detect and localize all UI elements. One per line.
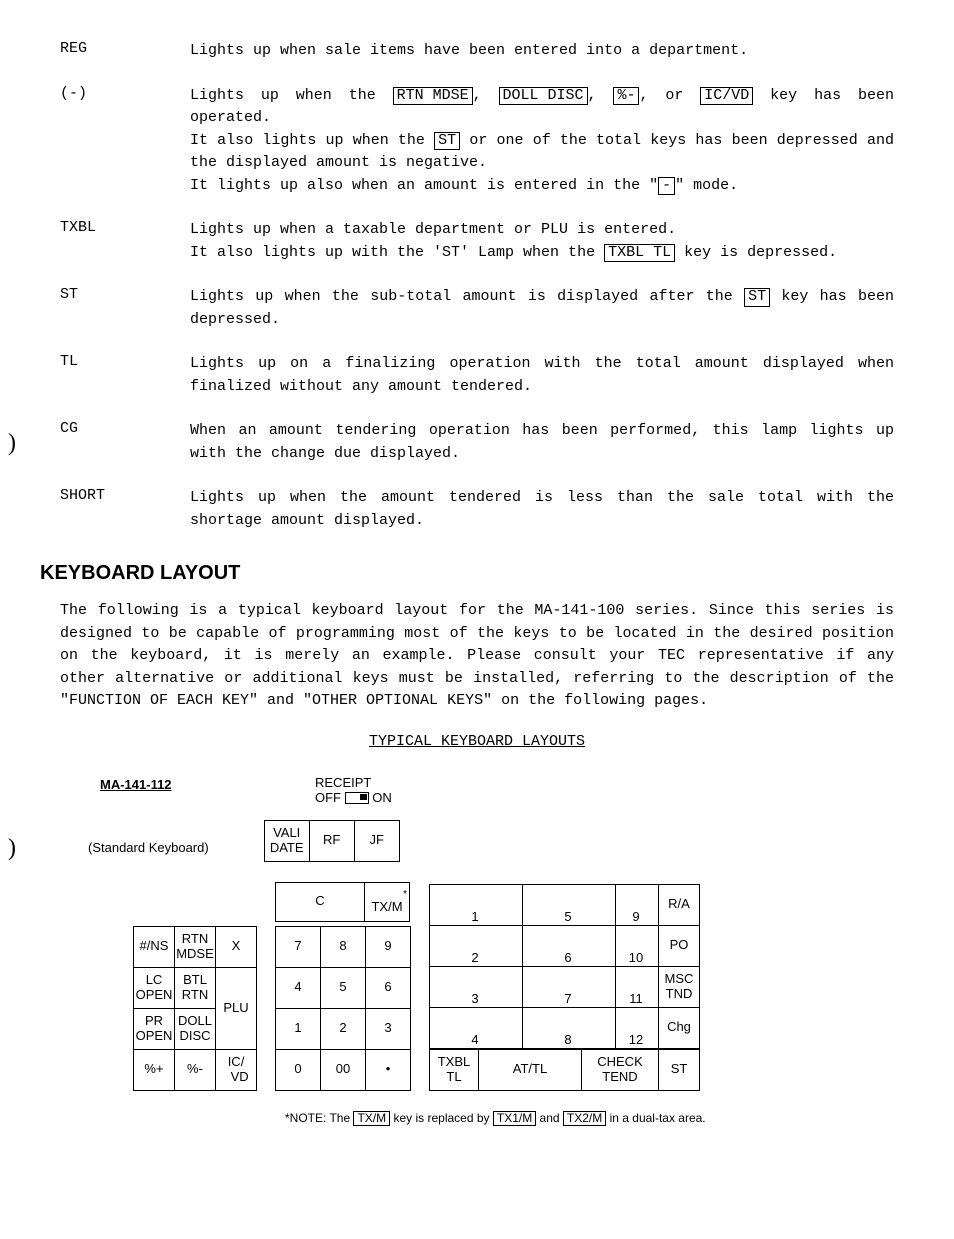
- key: C: [276, 882, 365, 921]
- key: RF: [309, 820, 354, 861]
- keycap: DOLL DISC: [499, 87, 588, 106]
- function-key: MSCTND: [659, 966, 700, 1007]
- numpad-top: C*TX/M: [275, 882, 410, 922]
- standard-keyboard-label: (Standard Keyboard): [88, 840, 209, 855]
- key: RTNMDSE: [175, 926, 216, 967]
- intro-paragraph: The following is a typical keyboard layo…: [60, 600, 894, 713]
- section-heading: KEYBOARD LAYOUT: [40, 562, 894, 585]
- def-desc: When an amount tendering operation has b…: [190, 420, 894, 465]
- def-desc: Lights up when the sub-total amount is d…: [190, 286, 894, 331]
- def-term: CG: [60, 420, 190, 465]
- numpad-key: 00: [321, 1049, 366, 1090]
- def-term: TL: [60, 353, 190, 398]
- numpad-key: 7: [276, 926, 321, 967]
- key: DOLLDISC: [175, 1008, 216, 1049]
- def-term: REG: [60, 40, 190, 63]
- keycap: RTN MDSE: [393, 87, 473, 106]
- keycap: ST: [744, 288, 770, 307]
- margin-paren: ): [8, 835, 16, 862]
- function-key: R/A: [659, 884, 700, 925]
- dept-key: 2: [430, 925, 523, 966]
- dept-key: 12: [616, 1007, 659, 1048]
- dept-key: 5: [523, 884, 616, 925]
- key: PROPEN: [134, 1008, 175, 1049]
- margin-paren: ): [8, 430, 16, 457]
- receipt-switch-icon: [345, 792, 369, 804]
- numpad-key: 9: [366, 926, 411, 967]
- def-term: SHORT: [60, 487, 190, 532]
- def-desc: Lights up when a taxable department or P…: [190, 219, 894, 264]
- numpad-key: 8: [321, 926, 366, 967]
- keycap: IC/VD: [700, 87, 753, 106]
- key: #/NS: [134, 926, 175, 967]
- dept-key: 3: [430, 966, 523, 1007]
- model-number: MA-141-112: [100, 777, 172, 792]
- key: JF: [354, 820, 399, 861]
- department-block: 159R/A 2610PO 3711MSCTND 4812Chg: [429, 884, 700, 1049]
- function-key: AT/TL: [479, 1049, 582, 1090]
- key: PLU: [216, 967, 257, 1049]
- numpad-key: 4: [276, 967, 321, 1008]
- receipt-on: ON: [372, 790, 392, 805]
- numpad-key: 6: [366, 967, 411, 1008]
- key: X: [216, 926, 257, 967]
- keycap: TXBL TL: [604, 244, 675, 263]
- dept-key: 8: [523, 1007, 616, 1048]
- footnote: *NOTE: The TX/M key is replaced by TX1/M…: [285, 1111, 894, 1126]
- def-desc: Lights up when sale items have been ente…: [190, 40, 894, 63]
- key: LCOPEN: [134, 967, 175, 1008]
- key: %+: [134, 1049, 175, 1090]
- dept-key: 4: [430, 1007, 523, 1048]
- dept-key: 7: [523, 966, 616, 1007]
- numpad-key: 1: [276, 1008, 321, 1049]
- function-key: CHECKTEND: [582, 1049, 659, 1090]
- keycap: ST: [434, 132, 460, 151]
- dept-key: 10: [616, 925, 659, 966]
- numpad-key: 5: [321, 967, 366, 1008]
- keycap: %-: [613, 87, 639, 106]
- function-key: Chg: [659, 1007, 700, 1048]
- numpad-key: •: [366, 1049, 411, 1090]
- key: %-: [175, 1049, 216, 1090]
- def-desc: Lights up when the amount tendered is le…: [190, 487, 894, 532]
- dept-key: 6: [523, 925, 616, 966]
- key: *TX/M: [365, 882, 410, 921]
- numpad-key: 2: [321, 1008, 366, 1049]
- key: IC/ VD: [216, 1049, 257, 1090]
- function-key: TXBLTL: [430, 1049, 479, 1090]
- def-term: ST: [60, 286, 190, 331]
- top-row-keys: VALIDATERFJF: [264, 820, 400, 862]
- def-term: TXBL: [60, 219, 190, 264]
- left-key-block: #/NSRTNMDSEX LCOPENBTLRTNPLU PROPENDOLLDIS…: [133, 926, 257, 1091]
- dept-key: 9: [616, 884, 659, 925]
- numpad: 789456123000•: [275, 926, 411, 1091]
- dept-key: 1: [430, 884, 523, 925]
- dept-key: 11: [616, 966, 659, 1007]
- numpad-key: 3: [366, 1008, 411, 1049]
- function-key: PO: [659, 925, 700, 966]
- keycap: -: [658, 177, 675, 196]
- receipt-off: OFF: [315, 790, 341, 805]
- def-desc: Lights up on a finalizing operation with…: [190, 353, 894, 398]
- def-term: (-): [60, 85, 190, 198]
- layouts-title: TYPICAL KEYBOARD LAYOUTS: [60, 733, 894, 750]
- function-key: ST: [659, 1049, 700, 1090]
- key: BTLRTN: [175, 967, 216, 1008]
- numpad-key: 0: [276, 1049, 321, 1090]
- def-desc: Lights up when the RTN MDSE, DOLL DISC, …: [190, 85, 894, 198]
- key: VALIDATE: [264, 820, 309, 861]
